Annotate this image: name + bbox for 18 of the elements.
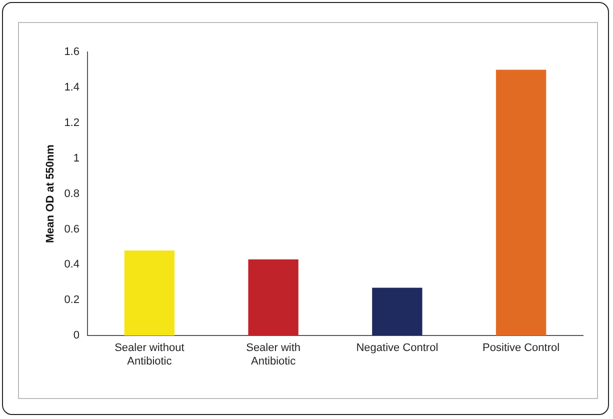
y-tick-label: 1 <box>73 152 80 164</box>
x-tick-label: Sealer with Antibiotic <box>246 342 301 368</box>
y-tick-label: 0.8 <box>64 188 80 200</box>
bar <box>372 288 422 336</box>
bar <box>248 259 298 336</box>
y-tick-label: 0.2 <box>64 294 80 306</box>
y-tick-label: 0 <box>73 330 80 342</box>
x-tick-label: Negative Control <box>356 342 438 354</box>
bar <box>124 250 175 336</box>
y-tick-label: 1.2 <box>64 116 80 129</box>
y-tick-label: 0.4 <box>64 258 80 271</box>
y-tick-label: 0.6 <box>64 223 80 236</box>
x-tick-label: Positive Control <box>482 342 560 354</box>
bar <box>496 70 546 336</box>
x-tick-label: Sealer without Antibiotic <box>114 342 184 368</box>
y-axis-title: Mean OD at 550nm <box>44 144 57 244</box>
y-tick-label: 1.6 <box>64 46 80 58</box>
y-tick-label: 1.4 <box>64 81 80 94</box>
